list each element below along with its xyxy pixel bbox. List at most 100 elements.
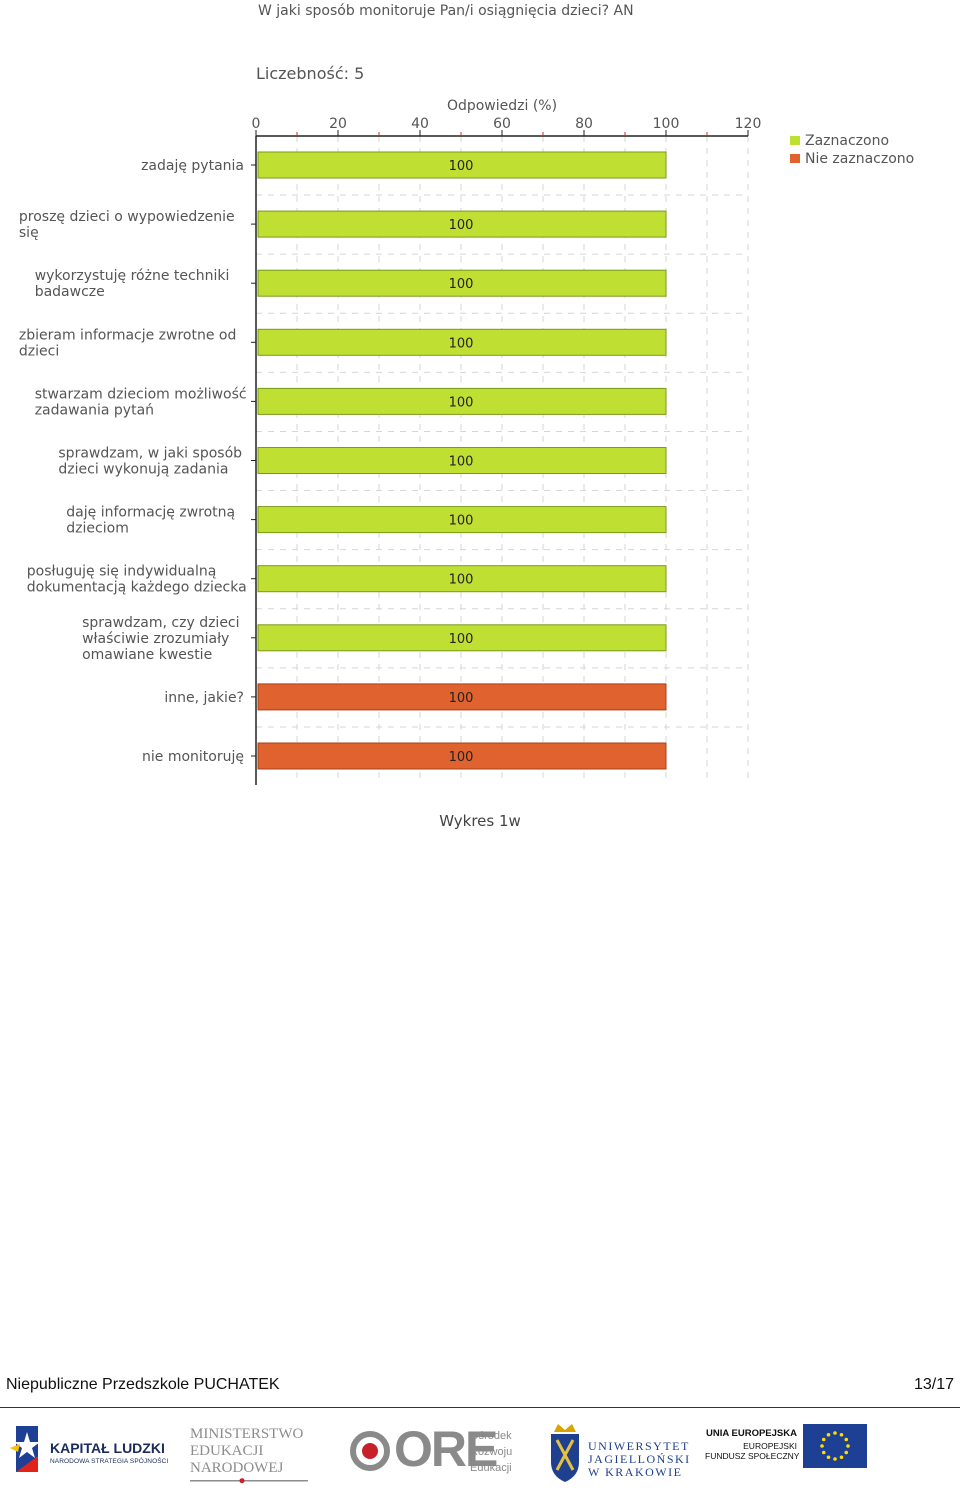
bar-value-label: 100	[449, 218, 474, 233]
bar-value-label: 100	[449, 455, 474, 470]
bar-value-label: 100	[449, 573, 474, 588]
eu-star-icon	[846, 1444, 850, 1448]
category-label-line: sprawdzam, w jaki sposób	[58, 446, 242, 462]
category-label: daję informację zwrotną dzieciom	[66, 505, 235, 537]
kapital-ludzki-emblem-icon	[10, 1426, 40, 1472]
bar-value-label: 100	[449, 395, 474, 410]
bar-value-label: 100	[449, 159, 474, 174]
category-labels: zadaję pytania proszę dzieci o wypowiedze…	[19, 158, 247, 765]
figure-caption: Wykres 1w	[439, 812, 521, 830]
sponsor-logos: KAPITAŁ LUDZKI NARODOWA STRATEGIA SPÓJNO…	[0, 1418, 960, 1488]
ue-title: UNIA EUROPEJSKA	[706, 1428, 797, 1439]
ore-logo: ORE Ośrodek Rozwoju Edukacji	[350, 1418, 530, 1486]
eu-star-icon	[821, 1437, 826, 1442]
category-label-line: nie monitoruję	[142, 749, 244, 765]
uj-name: UNIWERSYTET JAGIELLOŃSKI W KRAKOWIE	[588, 1439, 691, 1479]
ue-logo: UNIA EUROPEJSKA EUROPEJSKI FUNDUSZ SPOŁE…	[705, 1418, 870, 1486]
x-tick-label: 120	[735, 116, 762, 132]
bar-value-label: 100	[449, 750, 474, 765]
bar	[257, 210, 667, 238]
eu-star-icon	[826, 1455, 831, 1460]
bar	[257, 742, 667, 770]
category-label: sprawdzam, w jaki sposób dzieci wykonują …	[58, 446, 242, 478]
eu-flag-icon	[803, 1424, 867, 1468]
bar	[257, 151, 667, 179]
grid-layer	[256, 135, 749, 782]
category-label: sprawdzam, czy dzieci właściwie zrozumiał…	[82, 615, 239, 663]
bars-layer: 100 100 100 100 100 100 100 100 100 100 100	[257, 151, 667, 770]
x-axis-label: Odpowiedzi (%)	[447, 98, 557, 114]
bar-value-label: 100	[449, 514, 474, 529]
bar-value-label: 100	[449, 277, 474, 292]
category-label: wykorzystuję różne techniki badawcze	[35, 268, 230, 300]
category-label: inne, jakie?	[164, 690, 244, 706]
men-underline-icon	[190, 1478, 308, 1484]
bar	[257, 624, 667, 652]
kapital-ludzki-subtitle: NARODOWA STRATEGIA SPÓJNOŚCI	[50, 1458, 169, 1465]
category-label: stwarzam dzieciom możliwość zadawania pyt…	[35, 386, 247, 418]
eu-star-icon	[821, 1450, 826, 1455]
ore-wordmark: ORE	[394, 1421, 498, 1477]
category-label-line: zbieram informacje zwrotne od	[19, 327, 237, 343]
eu-star-icon	[833, 1457, 837, 1461]
legend-swatch	[790, 154, 800, 163]
category-label-line: omawiane kwestie	[82, 647, 212, 663]
footer-institution: Niepubliczne Przedszkole PUCHATEK	[6, 1376, 280, 1393]
x-tick-label: 100	[653, 116, 680, 132]
bar-value-label: 100	[449, 632, 474, 647]
category-label-line: dzieci	[19, 343, 59, 359]
uj-logo: UNIWERSYTET JAGIELLOŃSKI W KRAKOWIE	[548, 1418, 691, 1486]
bar	[257, 565, 667, 593]
bar	[257, 447, 667, 474]
x-tick-label: 20	[329, 116, 347, 132]
chart-count-label: Liczebność: 5	[256, 64, 364, 83]
category-label-line: zadawania pytań	[35, 402, 154, 418]
eu-star-icon	[844, 1437, 849, 1442]
category-label-line: zadaję pytania	[141, 158, 244, 174]
category-label: zadaję pytania	[141, 158, 244, 174]
category-label: proszę dzieci o wypowiedzenie się	[19, 209, 235, 241]
category-label-line: badawcze	[35, 284, 105, 300]
category-label-line: dokumentacją każdego dziecka	[27, 580, 247, 596]
category-label-line: posługuję się indywidualną	[27, 564, 217, 580]
category-label-line: się	[19, 225, 39, 241]
category-label-line: stwarzam dzieciom możliwość	[35, 386, 247, 402]
ore-circle-icon	[350, 1431, 390, 1471]
legend: Zaznaczono Nie zaznaczono	[790, 133, 914, 167]
category-label-line: daję informację zwrotną	[66, 505, 235, 521]
category-label-line: proszę dzieci o wypowiedzenie	[19, 209, 235, 225]
legend-label: Nie zaznaczono	[805, 151, 914, 167]
bar-chart: W jaki sposób monitoruje Pan/i osiągnięc…	[19, 3, 914, 785]
eu-star-icon	[839, 1455, 844, 1460]
bar	[257, 683, 667, 711]
chart-title: W jaki sposób monitoruje Pan/i osiągnięc…	[258, 3, 634, 19]
category-label: posługuję się indywidualną dokumentacją k…	[27, 564, 247, 596]
kapital-ludzki-title: KAPITAŁ LUDZKI	[50, 1440, 165, 1456]
x-tick-label: 40	[411, 116, 429, 132]
bar-value-label: 100	[449, 691, 474, 706]
legend-label: Zaznaczono	[805, 133, 889, 149]
men-logo-text: MINISTERSTWO EDUKACJI NARODOWEJ	[190, 1426, 304, 1476]
category-label-line: wykorzystuję różne techniki	[35, 268, 230, 284]
category-label-line: dzieciom	[66, 521, 129, 537]
men-logo: MINISTERSTWO EDUKACJI NARODOWEJ	[190, 1418, 315, 1486]
category-label: zbieram informacje zwrotne od dzieci	[19, 327, 237, 359]
bar-value-label: 100	[449, 336, 474, 351]
category-label: nie monitoruję	[142, 749, 244, 765]
eu-star-icon	[844, 1450, 849, 1455]
footer-divider	[0, 1407, 960, 1408]
x-tick-label: 80	[575, 116, 593, 132]
footer-page-number: 13/17	[913, 1376, 954, 1393]
category-label-line: właściwie zrozumiały	[82, 631, 229, 647]
bar	[257, 387, 667, 415]
bar	[257, 506, 667, 534]
kapital-ludzki-logo: KAPITAŁ LUDZKI NARODOWA STRATEGIA SPÓJNO…	[10, 1418, 175, 1486]
eu-star-icon	[826, 1432, 831, 1437]
x-tick-label: 0	[252, 116, 261, 132]
category-label-line: sprawdzam, czy dzieci	[82, 615, 239, 631]
eu-star-icon	[839, 1432, 844, 1437]
category-label-line: inne, jakie?	[164, 690, 244, 706]
x-axis: 0 20 40 60 80 100 120	[251, 116, 761, 785]
ue-subtitle: EUROPEJSKI FUNDUSZ SPOŁECZNY	[705, 1441, 800, 1461]
eu-star-icon	[820, 1444, 824, 1448]
